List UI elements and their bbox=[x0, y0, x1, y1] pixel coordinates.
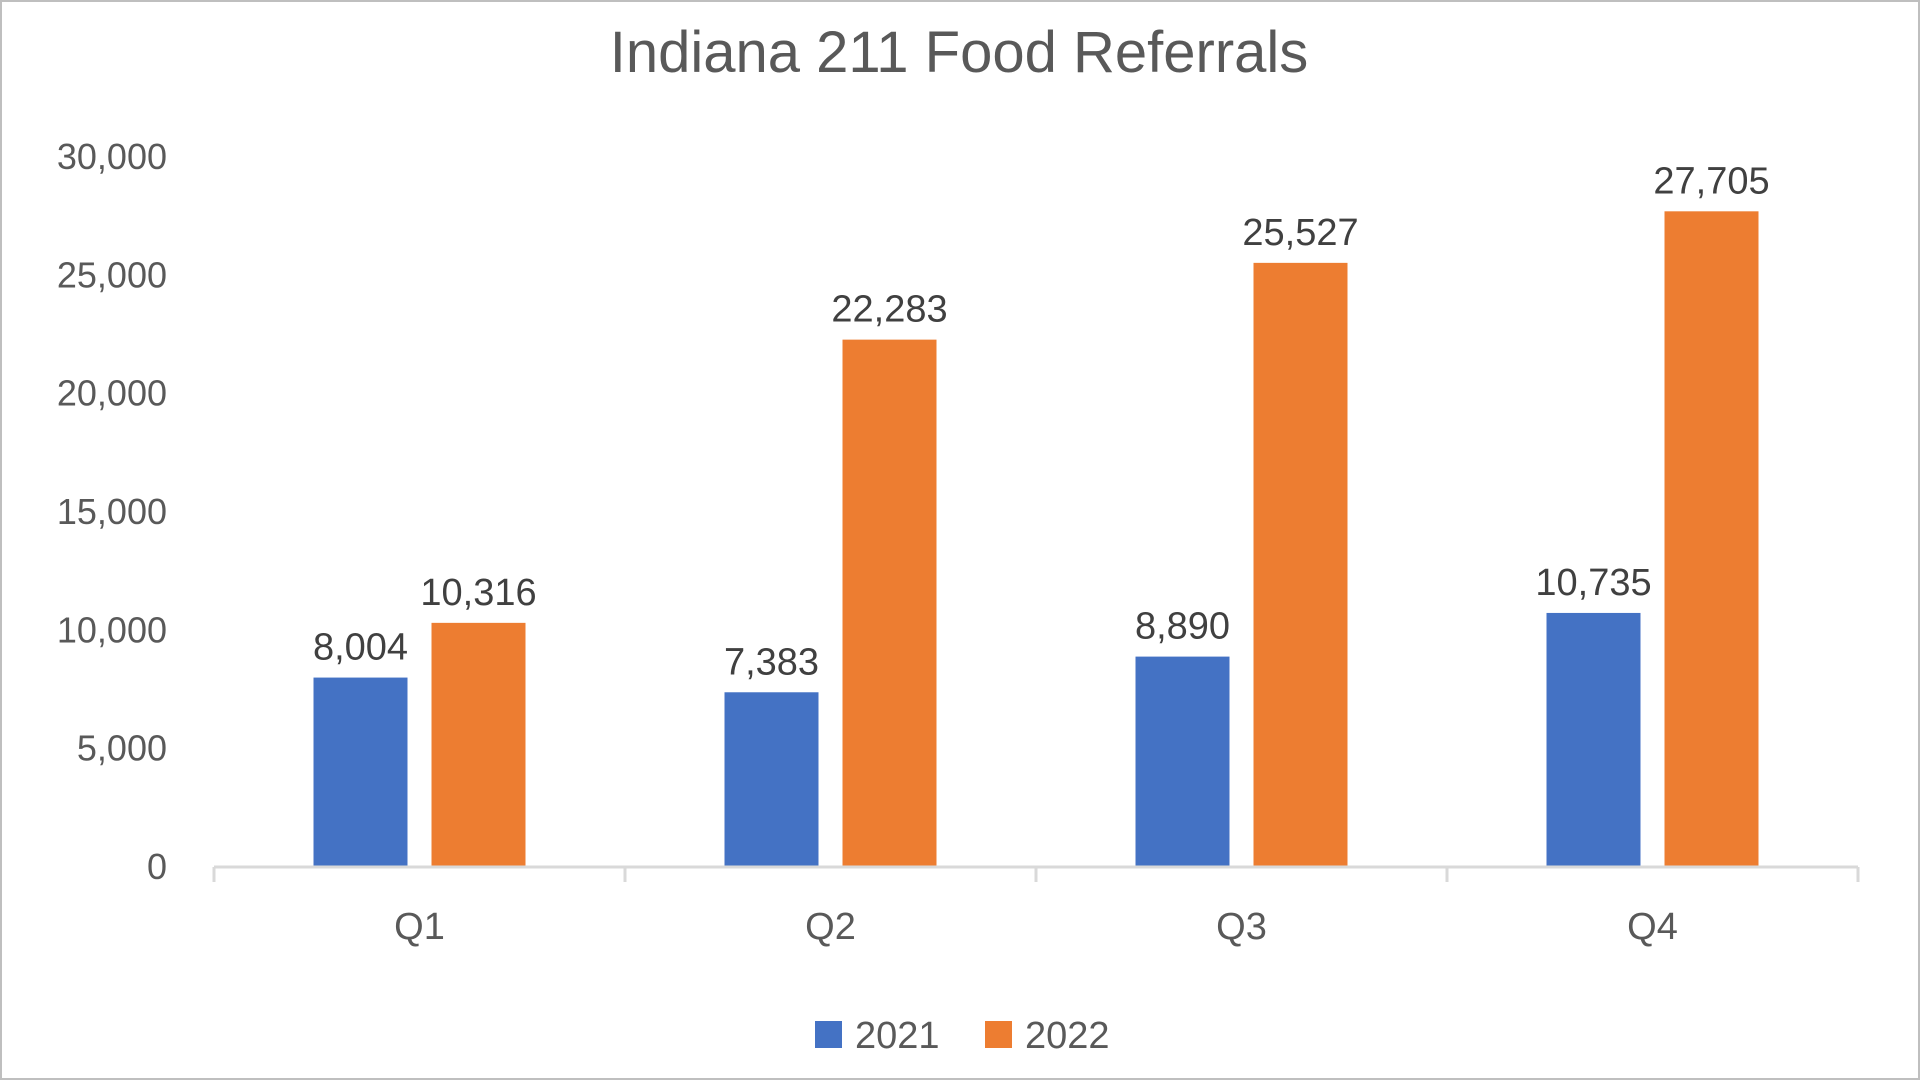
bar-2022-Q1 bbox=[431, 622, 526, 867]
y-tick-label: 10,000 bbox=[57, 609, 167, 650]
y-tick-label: 15,000 bbox=[57, 491, 167, 532]
x-tick-label: Q2 bbox=[805, 906, 856, 948]
bar-2021-Q4 bbox=[1546, 612, 1641, 867]
data-label: 7,383 bbox=[724, 641, 819, 683]
data-label: 10,316 bbox=[420, 572, 536, 614]
legend-label: 2021 bbox=[855, 1015, 940, 1057]
chart-title: Indiana 211 Food Referrals bbox=[610, 20, 1309, 85]
bar-2021-Q2 bbox=[724, 692, 819, 867]
data-label: 22,283 bbox=[831, 289, 947, 331]
bar-2022-Q4 bbox=[1664, 211, 1759, 867]
legend-swatch bbox=[985, 1021, 1012, 1048]
data-label: 8,004 bbox=[313, 627, 408, 669]
y-tick-label: 20,000 bbox=[57, 373, 167, 414]
legend-swatch bbox=[815, 1021, 842, 1048]
x-tick-label: Q4 bbox=[1627, 906, 1678, 948]
x-tick-label: Q3 bbox=[1216, 906, 1267, 948]
data-label: 25,527 bbox=[1242, 212, 1358, 254]
y-tick-label: 5,000 bbox=[77, 728, 167, 769]
y-tick-label: 25,000 bbox=[57, 254, 167, 295]
bar-2022-Q2 bbox=[842, 339, 937, 867]
x-tick-label: Q1 bbox=[394, 906, 445, 948]
bar-2021-Q1 bbox=[313, 677, 408, 867]
bar-2021-Q3 bbox=[1135, 656, 1230, 867]
bar-2022-Q3 bbox=[1253, 262, 1348, 868]
legend-label: 2022 bbox=[1025, 1015, 1110, 1057]
data-label: 27,705 bbox=[1653, 160, 1769, 202]
data-label: 8,890 bbox=[1135, 606, 1230, 648]
data-label: 10,735 bbox=[1535, 562, 1651, 604]
y-tick-label: 30,000 bbox=[57, 136, 167, 177]
y-tick-label: 0 bbox=[147, 846, 167, 887]
